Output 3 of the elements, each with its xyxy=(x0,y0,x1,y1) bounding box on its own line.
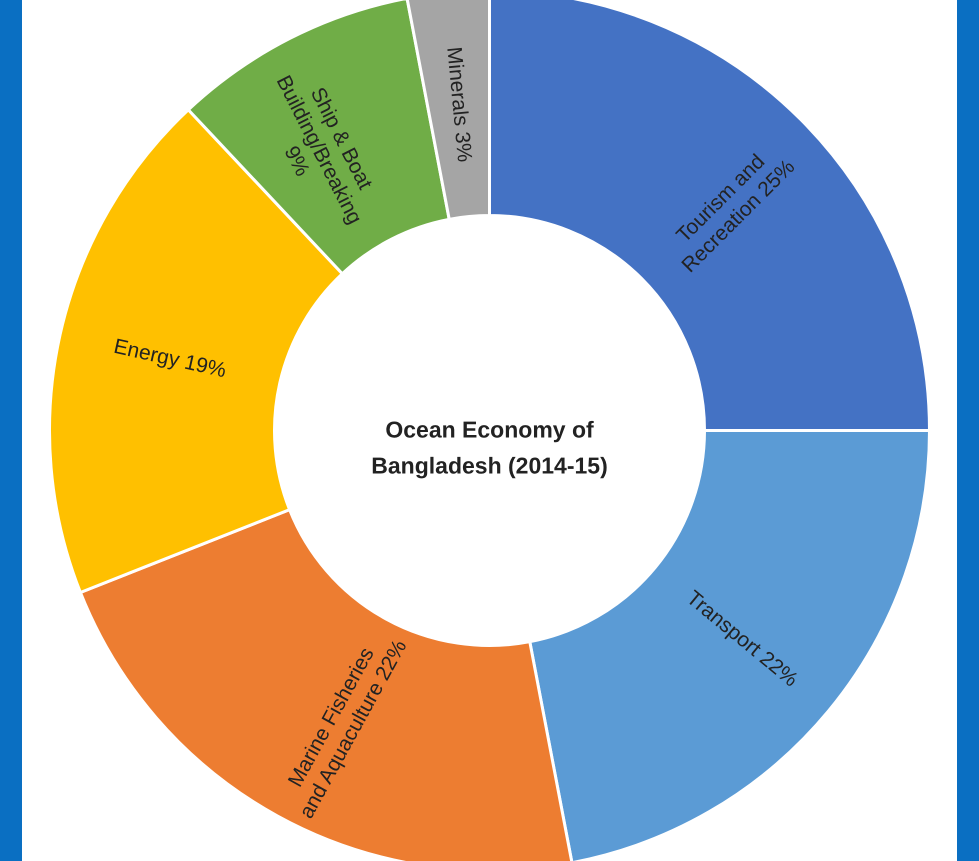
slice-label: Minerals 3% xyxy=(442,46,476,164)
text: Ocean Economy of Bangladesh (2014-15) xyxy=(371,416,608,478)
slice-label: Energy 19% xyxy=(112,334,228,382)
